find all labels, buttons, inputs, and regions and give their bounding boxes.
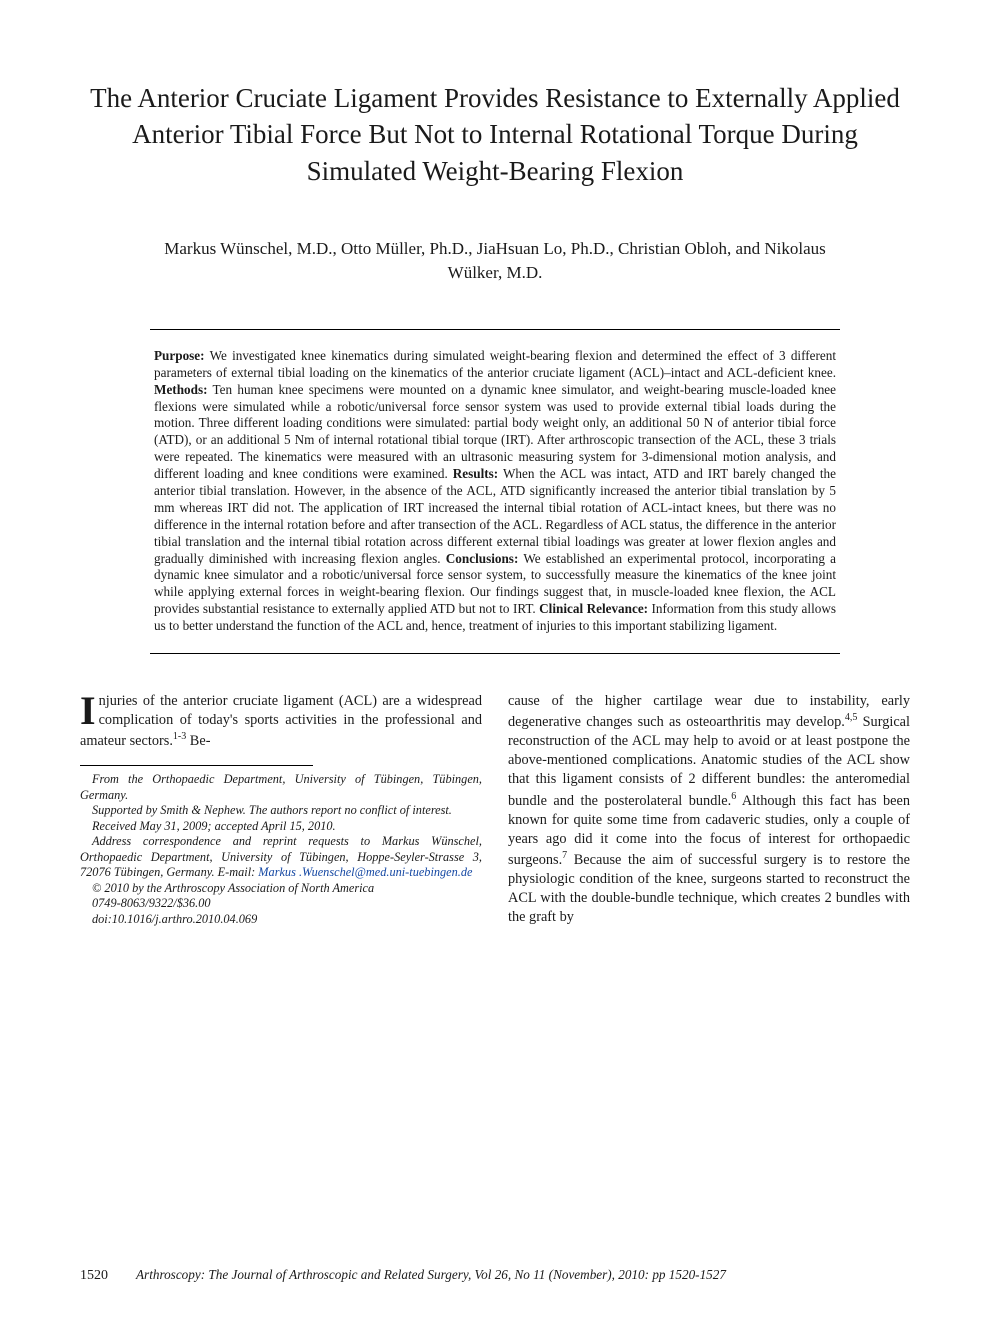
intro-tail: Be- xyxy=(186,733,210,749)
abstract-conclusions-label: Conclusions: xyxy=(446,551,519,566)
abstract-results-label: Results: xyxy=(453,466,498,481)
footnotes-block: From the Orthopaedic Department, Univers… xyxy=(80,772,482,927)
abstract-methods-label: Methods: xyxy=(154,382,207,397)
body-columns: Injuries of the anterior cruciate ligame… xyxy=(80,692,910,927)
abstract-container: Purpose: We investigated knee kinematics… xyxy=(150,329,840,654)
journal-citation: Arthroscopy: The Journal of Arthroscopic… xyxy=(136,1267,726,1282)
footnote-address: Address correspondence and reprint reque… xyxy=(80,834,482,880)
footnote-rule xyxy=(80,765,313,766)
abstract-clinical-label: Clinical Relevance: xyxy=(539,601,648,616)
intro-paragraph: Injuries of the anterior cruciate ligame… xyxy=(80,692,482,751)
corresponding-email[interactable]: Markus .Wuenschel@med.uni-tuebingen.de xyxy=(258,865,472,879)
author-list: Markus Wünschel, M.D., Otto Müller, Ph.D… xyxy=(80,237,910,285)
footnote-affiliation: From the Orthopaedic Department, Univers… xyxy=(80,772,482,803)
footnote-copyright: © 2010 by the Arthroscopy Association of… xyxy=(80,881,482,896)
left-column: Injuries of the anterior cruciate ligame… xyxy=(80,692,482,927)
page-footer: 1520 Arthroscopy: The Journal of Arthrosc… xyxy=(80,1267,910,1284)
right-column: cause of the higher cartilage wear due t… xyxy=(508,692,910,927)
footnote-doi: doi:10.1016/j.arthro.2010.04.069 xyxy=(80,912,482,927)
citation-4-5: 4,5 xyxy=(845,712,858,723)
page-number: 1520 xyxy=(80,1268,108,1283)
abstract-text: Purpose: We investigated knee kinematics… xyxy=(154,348,836,635)
footnote-issn: 0749-8063/9322/$36.00 xyxy=(80,896,482,911)
footnote-received: Received May 31, 2009; accepted April 15… xyxy=(80,819,482,834)
citation-1-3: 1-3 xyxy=(173,731,186,742)
footnote-support: Supported by Smith & Nephew. The authors… xyxy=(80,803,482,818)
dropcap: I xyxy=(80,692,99,728)
right-text-4: Because the aim of successful surgery is… xyxy=(508,852,910,925)
abstract-purpose: We investigated knee kinematics during s… xyxy=(154,348,836,380)
intro-text: njuries of the anterior cruciate ligamen… xyxy=(80,693,482,749)
right-paragraph: cause of the higher cartilage wear due t… xyxy=(508,692,910,927)
abstract-purpose-label: Purpose: xyxy=(154,348,205,363)
article-title: The Anterior Cruciate Ligament Provides … xyxy=(80,80,910,189)
